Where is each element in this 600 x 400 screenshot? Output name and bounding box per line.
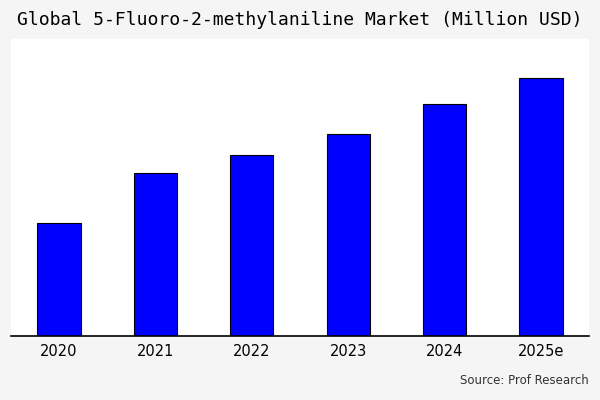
Title: Global 5-Fluoro-2-methylaniline Market (Million USD): Global 5-Fluoro-2-methylaniline Market (… (17, 11, 583, 29)
Text: Source: Prof Research: Source: Prof Research (460, 374, 589, 388)
Bar (423, 104, 466, 336)
Bar (519, 78, 563, 336)
Bar (326, 134, 370, 336)
Bar (134, 172, 177, 336)
Bar (37, 223, 81, 336)
Bar (230, 155, 274, 336)
